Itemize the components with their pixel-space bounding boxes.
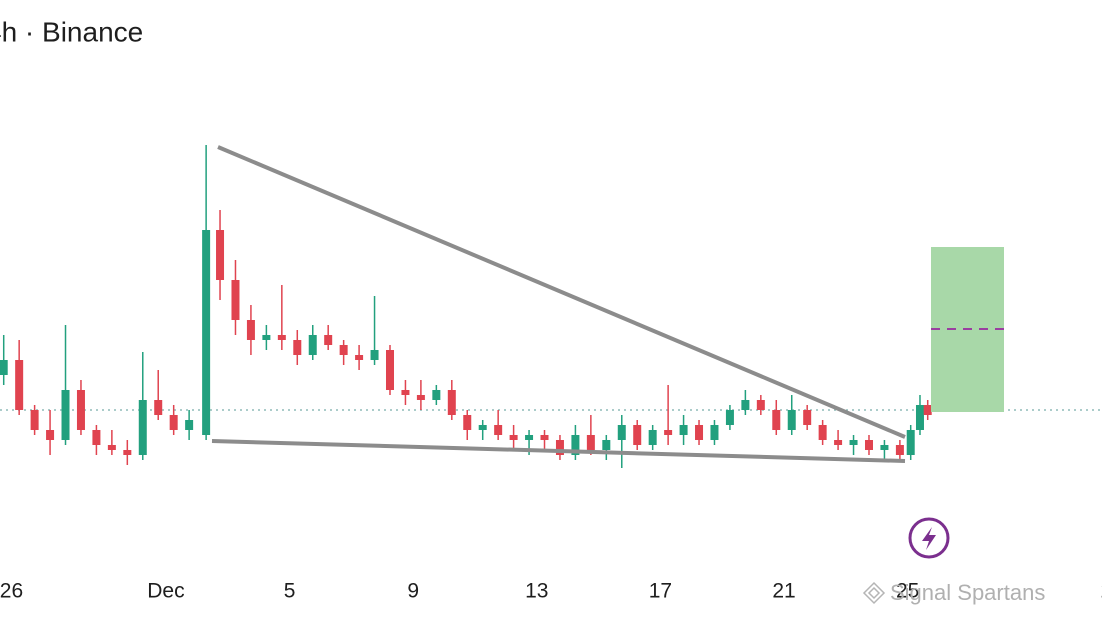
candle-body [906,430,915,455]
candle-body [756,400,765,410]
candle-body [772,410,781,430]
x-tick-label: 13 [525,580,548,603]
candle-body [355,355,364,360]
candle-body [324,335,333,345]
candle-body [432,390,441,400]
candle-body [262,335,271,340]
candle-body [834,440,843,445]
candle-body [169,415,178,430]
candle-body [92,430,101,445]
lower-trendline [211,439,906,463]
candle-body [30,410,39,430]
candle-body [818,425,827,440]
chart-title: 4h · Binance [0,16,143,47]
candle-body [923,405,932,415]
candle-body [61,390,70,440]
candle-body [915,405,924,430]
candle-body [76,390,85,430]
candle-body [803,410,812,425]
candle-body [416,395,425,400]
x-axis: 26 Dec 5 9 13 17 21 25 2025 [0,580,1102,603]
candle-body [385,350,394,390]
candle-body [679,425,688,435]
candle-body [138,400,147,455]
candle-body [447,390,456,415]
candle-body [154,400,163,415]
x-tick-label: 9 [407,580,419,603]
candle-body [293,340,302,355]
watermark-logo [862,581,886,605]
candle-body [664,430,673,435]
x-tick-label: 5 [284,580,296,603]
candle-body [864,440,873,450]
candle-body [308,335,317,355]
candle-body [710,425,719,440]
candle-body [370,350,379,360]
x-tick-label: 26 [0,580,23,603]
x-tick-label: Dec [147,580,184,603]
candle-body [246,320,255,340]
candle-body [107,445,116,450]
candle-body [202,230,211,435]
candle-body [46,430,55,440]
flash-bolt [922,527,936,550]
candle-body [401,390,410,395]
candle-body [633,425,642,445]
candle-body [478,425,487,430]
candle-body [787,410,796,430]
x-tick-label: 2025 [1101,580,1102,603]
candle-body [895,445,904,455]
candle-body [216,230,225,280]
candle-body [339,345,348,355]
candle-body [695,425,704,440]
candle-body [525,435,534,440]
candle-body [648,430,657,445]
x-tick-label: 17 [649,580,672,603]
candle-body [571,435,580,455]
candle-body [725,410,734,425]
x-tick-label: 21 [772,580,795,603]
candle-body [586,435,595,450]
candle-body [463,415,472,430]
candle-body [540,435,549,440]
candle-body [15,360,24,410]
candle-body [555,440,564,455]
candle-body [277,335,286,340]
candle-body [617,425,626,440]
candle-body [494,425,503,435]
candle-body [509,435,518,440]
candle-body [185,420,194,430]
candles [0,145,932,468]
candle-body [0,360,8,375]
x-tick-label: 25 [896,580,919,603]
candle-body [741,400,750,410]
candle-body [231,280,240,320]
candle-body [123,450,132,455]
upper-trendline [217,145,906,439]
candle-body [880,445,889,450]
watermark: Signal Spartans [890,580,1045,605]
candle-body [849,440,858,445]
candle-body [602,440,611,450]
